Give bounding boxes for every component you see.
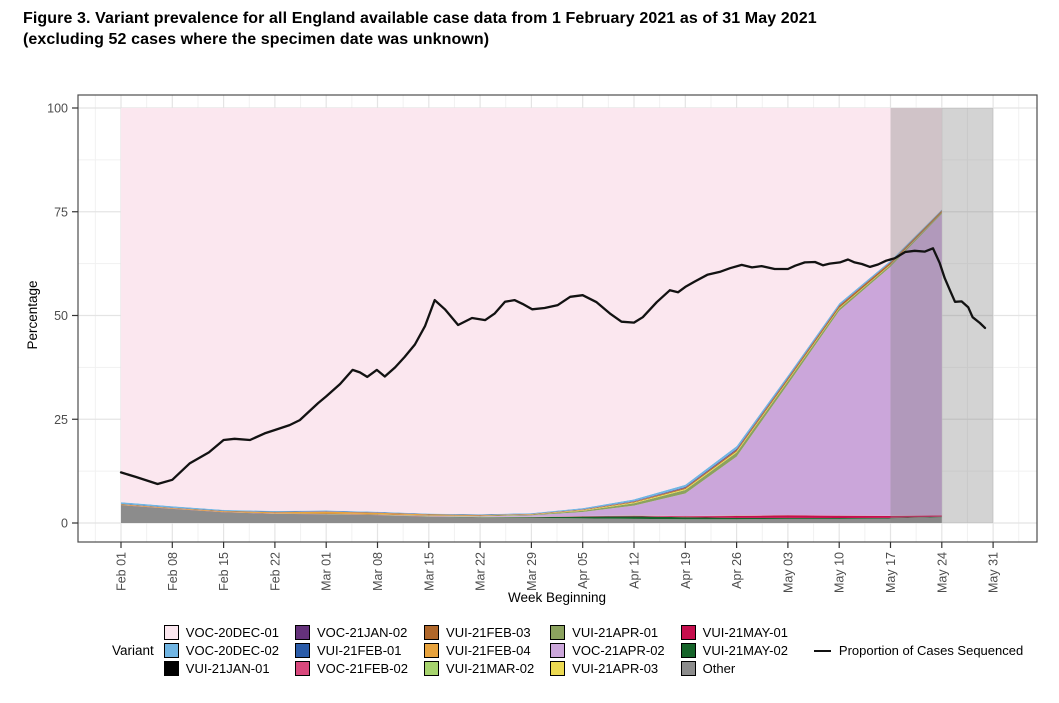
legend-label: VOC-20DEC-02 (185, 643, 279, 658)
legend-swatch-icon (424, 643, 440, 658)
legend-swatch-icon (680, 661, 696, 676)
legend-swatch-icon (550, 643, 566, 658)
incomplete-data-shaded-region (890, 108, 994, 523)
x-axis-title: Week Beginning (508, 590, 606, 605)
legend-label: VOC-21FEB-02 (316, 661, 409, 676)
legend-label: VUI-21FEB-03 (446, 625, 531, 640)
figure-title-line1: Figure 3. Variant prevalence for all Eng… (23, 10, 817, 27)
legend-label: VOC-20DEC-01 (185, 625, 279, 640)
x-tick-label: May 17 (884, 552, 898, 593)
x-tick-label: Mar 08 (371, 552, 385, 591)
legend-label: VOC-21APR-02 (572, 643, 665, 658)
x-tick-label: Apr 05 (576, 552, 590, 589)
y-axis-title: Percentage (25, 280, 40, 349)
stacked-variant-areas (121, 108, 942, 523)
y-tick-label: 75 (54, 205, 68, 219)
x-tick-label: Apr 26 (730, 552, 744, 589)
area-VOC-20DEC-01 (121, 108, 942, 515)
figure-title-line2: (excluding 52 cases where the specimen d… (23, 31, 490, 48)
sequenced-line-legend: Proportion of Cases Sequenced (813, 643, 1024, 658)
legend-label: VUI-21APR-01 (572, 625, 659, 640)
legend-label: VUI-21FEB-04 (446, 643, 531, 658)
legend-item-VUI-21MAY-02: VUI-21MAY-02 (680, 642, 788, 659)
x-tick-label: May 10 (833, 552, 847, 593)
variant-prevalence-chart: Feb 01 Feb 08 Feb 15 Feb 22 Mar 01 Mar 08 Mar … (25, 94, 1038, 605)
x-tick-label: Feb 15 (217, 552, 231, 591)
x-tick-label: Mar 15 (422, 552, 436, 591)
proportion-sequenced-line (119, 247, 987, 486)
legend-title: Variant (112, 643, 154, 658)
area-VUI-21MAY-01 (121, 505, 942, 519)
y-tick-labels: 0 25 50 75 100 (47, 102, 68, 531)
area-VOC-21APR-02 (121, 213, 942, 517)
x-tick-label: May 24 (935, 552, 949, 593)
x-tick-label: Mar 22 (474, 552, 488, 591)
x-tick-label: Feb 22 (268, 552, 282, 591)
x-tick-label: May 31 (987, 552, 1001, 593)
legend-swatch-icon (163, 625, 179, 640)
x-tick-label: May 03 (781, 552, 795, 593)
legend-item-VUI-21MAR-02: VUI-21MAR-02 (424, 660, 534, 677)
legend-item-VUI-21FEB-03: VUI-21FEB-03 (424, 624, 534, 641)
legend-swatch-icon (424, 625, 440, 640)
x-tick-labels: Feb 01 Feb 08 Feb 15 Feb 22 Mar 01 Mar 08 Mar … (115, 552, 1001, 593)
area-Other (121, 505, 942, 523)
legend-label: VUI-21FEB-01 (316, 643, 402, 658)
legend-swatch-icon (163, 661, 179, 676)
y-tick-label: 25 (54, 413, 68, 427)
legend-item-VOC-21FEB-02: VOC-21FEB-02 (294, 660, 409, 677)
legend-label: VUI-21MAR-02 (446, 661, 535, 676)
legend-label: VUI-21MAY-02 (702, 643, 788, 658)
legend-label: VUI-21JAN-01 (185, 661, 270, 676)
legend-swatch-icon (680, 625, 696, 640)
legend-swatch-icon (294, 643, 310, 658)
panel-border (77, 94, 1038, 543)
y-tick-label: 0 (61, 517, 68, 531)
legend-swatch-icon (294, 625, 310, 640)
legend-swatch-icon (680, 643, 696, 658)
axis-ticks (72, 107, 994, 548)
y-tick-label: 100 (47, 102, 68, 116)
chart-legend: Variant VOC-20DEC-01 VOC-20DEC-02 VUI-21JA… (0, 624, 1059, 677)
x-tick-label: Feb 08 (166, 552, 180, 591)
x-tick-label: Mar 29 (525, 552, 539, 591)
legend-label: Other (702, 661, 736, 676)
legend-label: VOC-21JAN-02 (316, 625, 408, 640)
legend-swatch-icon (550, 661, 566, 676)
variant-legend-grid: VOC-20DEC-01 VOC-20DEC-02 VUI-21JAN-01 VOC-… (163, 624, 788, 677)
line-legend-label: Proportion of Cases Sequenced (838, 643, 1024, 658)
legend-item-VUI-21APR-01: VUI-21APR-01 (550, 624, 664, 641)
legend-label: VUI-21MAY-01 (702, 625, 788, 640)
area-VUI-21MAR-02 (121, 505, 942, 518)
legend-item-VOC-20DEC-02: VOC-20DEC-02 (163, 642, 279, 659)
legend-item-VUI-21FEB-01: VUI-21FEB-01 (294, 642, 408, 659)
legend-item-VUI-21JAN-01: VUI-21JAN-01 (163, 660, 279, 677)
figure-title: Figure 3. Variant prevalence for all Eng… (23, 8, 1038, 50)
y-tick-label: 50 (54, 309, 68, 323)
legend-item-Other: Other (680, 660, 788, 677)
legend-item-VUI-21APR-03: VUI-21APR-03 (550, 660, 664, 677)
x-tick-label: Apr 12 (628, 552, 642, 589)
legend-item-VOC-21APR-02: VOC-21APR-02 (550, 642, 665, 659)
x-tick-label: Apr 19 (679, 552, 693, 589)
x-tick-label: Mar 01 (320, 552, 334, 591)
area-VOC-21FEB-02 (121, 505, 942, 518)
legend-swatch-icon (550, 625, 566, 640)
x-tick-label: Feb 01 (115, 552, 129, 591)
legend-item-VOC-20DEC-01: VOC-20DEC-01 (163, 624, 279, 641)
legend-item-VUI-21FEB-04: VUI-21FEB-04 (424, 642, 534, 659)
legend-label: VUI-21APR-03 (572, 661, 659, 676)
legend-item-VOC-21JAN-02: VOC-21JAN-02 (294, 624, 408, 641)
legend-swatch-icon (424, 661, 440, 676)
line-legend-swatch-icon (813, 649, 831, 652)
legend-swatch-icon (163, 643, 179, 658)
legend-swatch-icon (294, 661, 310, 676)
legend-item-VUI-21MAY-01: VUI-21MAY-01 (680, 624, 788, 641)
